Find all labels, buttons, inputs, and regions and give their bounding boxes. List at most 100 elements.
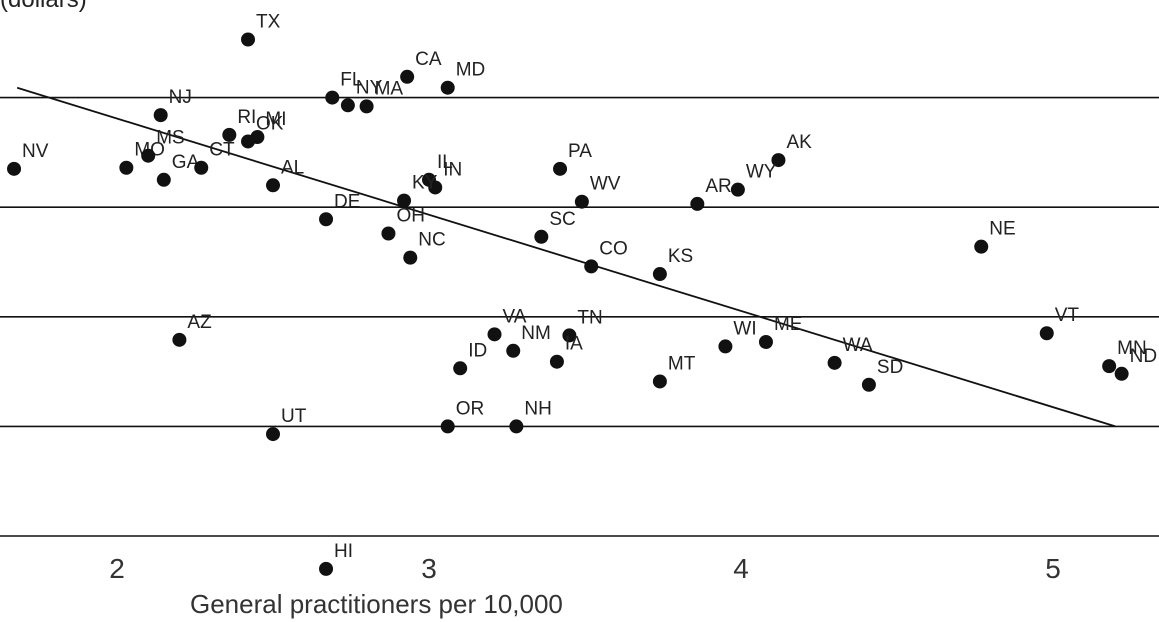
data-point-wy [730, 182, 745, 197]
data-point-nm [506, 343, 521, 358]
data-point-pa [553, 161, 568, 176]
trendline-group [16, 86, 1116, 428]
point-label-ri: RI [237, 107, 256, 128]
point-label-ks: KS [668, 246, 693, 267]
y-axis-label: (dollars) [0, 0, 87, 14]
point-label-ma: MA [375, 78, 404, 99]
data-point-ak [771, 153, 786, 168]
data-point-tn [562, 328, 577, 343]
data-point-ga [156, 172, 171, 187]
point-label-ut: UT [281, 406, 307, 427]
point-label-ar: AR [705, 176, 731, 197]
data-point-ut [266, 427, 280, 442]
data-point-de [319, 212, 334, 227]
point-label-mn: MN [1117, 338, 1147, 359]
point-label-vt: VT [1055, 305, 1080, 326]
point-label-de: DE [334, 191, 360, 212]
point-label-wy: WY [746, 162, 777, 183]
data-point-ct [194, 160, 209, 175]
x-tick-label: 4 [733, 553, 749, 584]
data-point-nh [509, 419, 524, 434]
point-label-nv: NV [22, 141, 49, 162]
data-point-ia [549, 354, 564, 369]
point-label-wv: WV [590, 174, 621, 195]
point-label-sc: SC [549, 209, 575, 230]
data-point-wi [718, 339, 733, 354]
point-label-nc: NC [418, 230, 445, 251]
data-point-ks [652, 267, 667, 282]
point-label-in: IN [443, 159, 462, 180]
point-label-me: ME [774, 314, 803, 335]
point-label-oh: OH [396, 206, 425, 227]
point-label-ct: CT [209, 140, 235, 161]
point-label-nd: ND [1130, 346, 1157, 367]
data-point-or [440, 419, 455, 434]
point-label-wi: WI [733, 318, 756, 339]
point-label-mi: MI [265, 109, 286, 130]
point-label-md: MD [456, 60, 486, 81]
x-tick-label: 5 [1045, 553, 1061, 584]
data-point-id [453, 361, 468, 376]
data-point-wv [574, 194, 589, 209]
point-label-or: OR [456, 398, 485, 419]
data-point-ny [340, 98, 355, 113]
data-point-mo [119, 160, 134, 175]
data-point-co [584, 259, 599, 274]
point-label-tx: TX [256, 12, 281, 33]
point-label-nh: NH [524, 398, 551, 419]
data-point-vt [1039, 326, 1054, 341]
point-label-nm: NM [521, 323, 551, 344]
data-point-ri [222, 127, 237, 142]
point-label-sd: SD [877, 357, 903, 378]
point-label-va: VA [503, 306, 527, 327]
data-point-va [487, 327, 502, 342]
data-point-nv [7, 161, 22, 176]
data-point-oh [381, 226, 396, 241]
data-point-sd [861, 377, 876, 392]
point-label-ak: AK [786, 132, 812, 153]
point-label-mt: MT [668, 353, 696, 374]
data-point-nd [1114, 366, 1129, 381]
data-point-ky [397, 193, 412, 208]
point-label-ne: NE [989, 219, 1015, 240]
point-label-il: IL [437, 152, 453, 173]
point-label-pa: PA [568, 141, 592, 162]
point-label-ia: IA [565, 334, 583, 355]
point-label-al: AL [281, 157, 304, 178]
data-point-az [172, 332, 187, 347]
data-point-me [758, 335, 773, 350]
x-axis-label: General practitioners per 10,000 [190, 589, 563, 619]
points-group: LATXCAMDFLNYMANJOKMIRINVMOMSGACTALILINKY… [7, 12, 1157, 576]
point-label-wa: WA [843, 335, 873, 356]
point-label-ky: KY [412, 173, 438, 194]
x-tick-label: 3 [421, 553, 437, 584]
data-point-ma [359, 99, 374, 114]
data-point-mi [250, 130, 265, 145]
x-tick-label: 2 [109, 553, 125, 584]
point-label-ms: MS [156, 128, 185, 149]
point-label-fl: FL [340, 70, 362, 91]
data-point-mn [1102, 359, 1117, 374]
data-point-ar [690, 196, 705, 211]
point-label-id: ID [468, 340, 487, 361]
point-label-ok: OK [256, 113, 284, 134]
point-label-co: CO [599, 238, 628, 259]
point-label-ca: CA [415, 49, 442, 70]
data-point-sc [534, 229, 549, 244]
point-label-az: AZ [187, 312, 212, 333]
point-label-nj: NJ [169, 87, 192, 108]
data-point-fl [325, 90, 340, 105]
point-label-tn: TN [577, 307, 602, 328]
data-point-wa [827, 355, 842, 370]
data-point-in [428, 180, 443, 195]
point-label-hi: HI [334, 541, 353, 562]
x-axis-ticks: 2 3 4 5 [109, 553, 1061, 584]
data-point-nj [153, 108, 168, 123]
data-point-nc [403, 250, 418, 265]
point-label-ny: NY [356, 77, 383, 98]
trendline [16, 86, 1116, 428]
point-label-ga: GA [172, 152, 200, 173]
data-point-mt [652, 374, 667, 389]
data-point-md [440, 80, 455, 95]
